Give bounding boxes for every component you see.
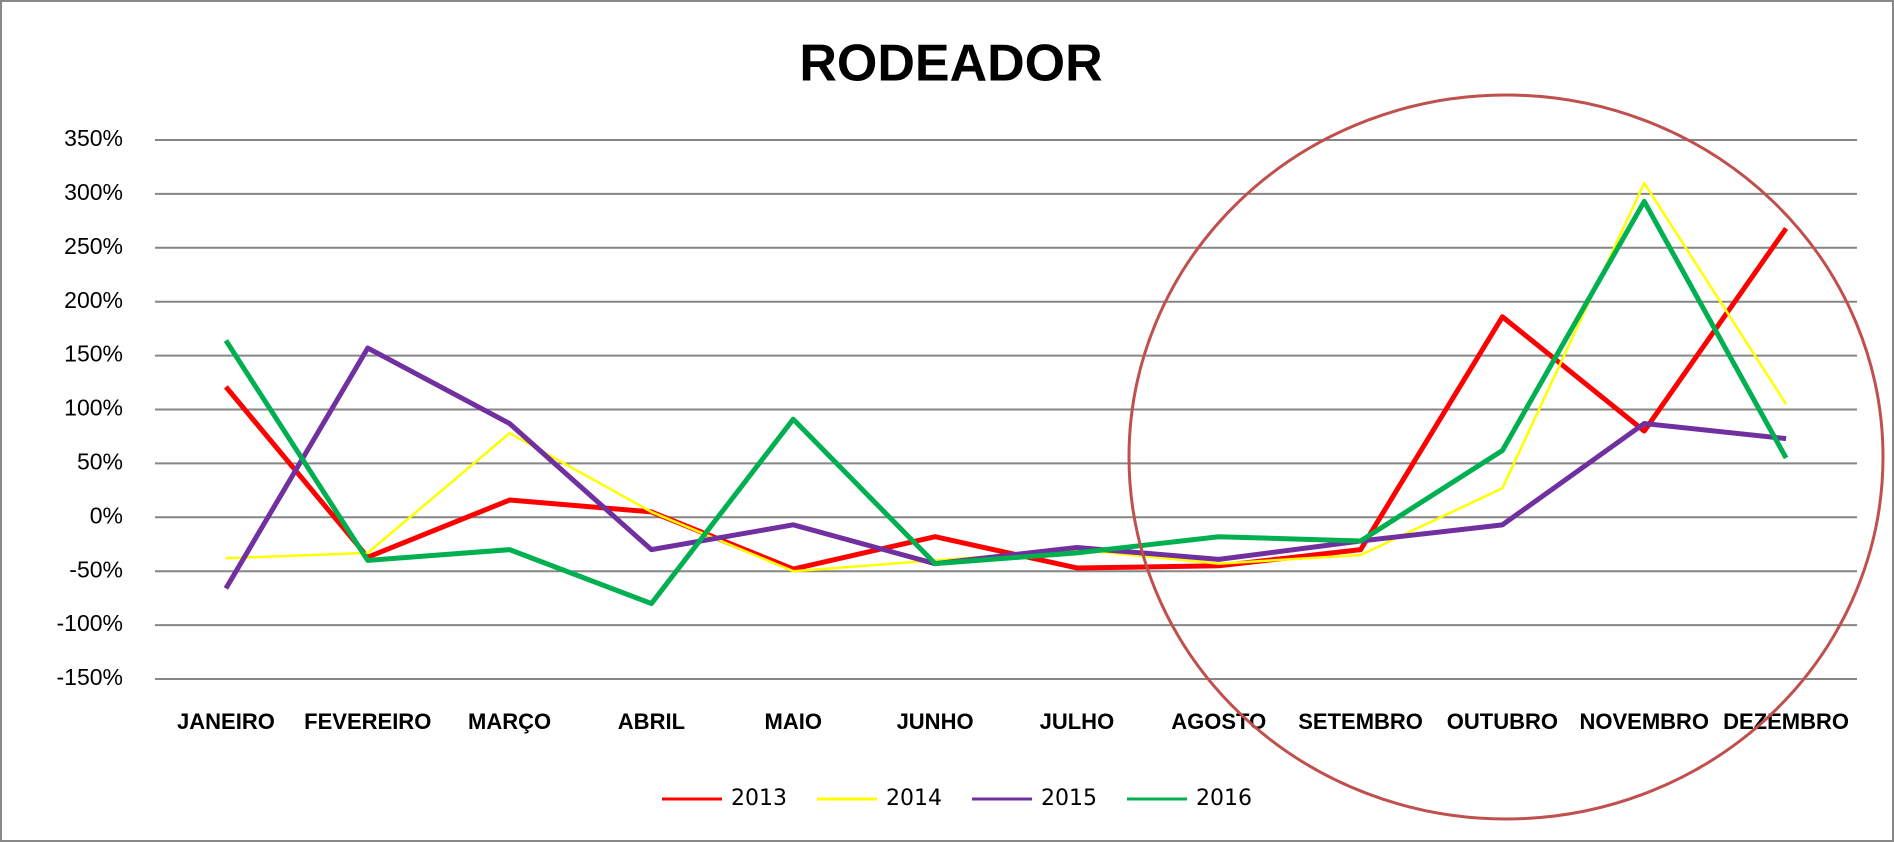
legend-label: 2013: [731, 786, 787, 811]
y-tick-label: 0%: [90, 502, 123, 528]
x-tick-label: MAIO: [765, 709, 822, 734]
x-tick-label: JULHO: [1040, 709, 1115, 734]
series-line: [223, 198, 1789, 607]
y-tick-label: 300%: [64, 179, 123, 205]
x-tick-label: MARÇO: [468, 709, 551, 734]
x-tick-label: SETEMBRO: [1298, 709, 1423, 734]
x-tick-label: JUNHO: [897, 709, 974, 734]
x-tick-label: OUTUBRO: [1447, 709, 1558, 734]
x-tick-label: ABRIL: [618, 709, 685, 734]
series-line: [223, 226, 1789, 572]
y-tick-label: 100%: [64, 395, 123, 421]
y-tick-label: -50%: [69, 556, 123, 582]
y-tick-label: -150%: [57, 664, 123, 690]
legend-label: 2014: [886, 786, 942, 811]
chart-title: RODEADOR: [799, 35, 1102, 93]
series-line: [223, 345, 1787, 590]
y-tick-label: 150%: [64, 341, 123, 367]
highlight-circle: [1127, 93, 1885, 821]
x-tick-label: FEVEREIRO: [304, 709, 431, 734]
x-tick-label: DEZEMBRO: [1723, 709, 1849, 734]
x-tick-label: NOVEMBRO: [1579, 709, 1709, 734]
x-tick-label: AGOSTO: [1171, 709, 1266, 734]
y-tick-label: 50%: [77, 448, 123, 474]
legend-label: 2015: [1041, 786, 1097, 811]
y-tick-label: 200%: [64, 287, 123, 313]
y-tick-label: 350%: [64, 125, 123, 151]
y-tick-label: -100%: [57, 610, 123, 636]
legend-label: 2016: [1196, 786, 1252, 811]
y-tick-label: 250%: [64, 233, 123, 259]
x-tick-label: JANEIRO: [177, 709, 275, 734]
